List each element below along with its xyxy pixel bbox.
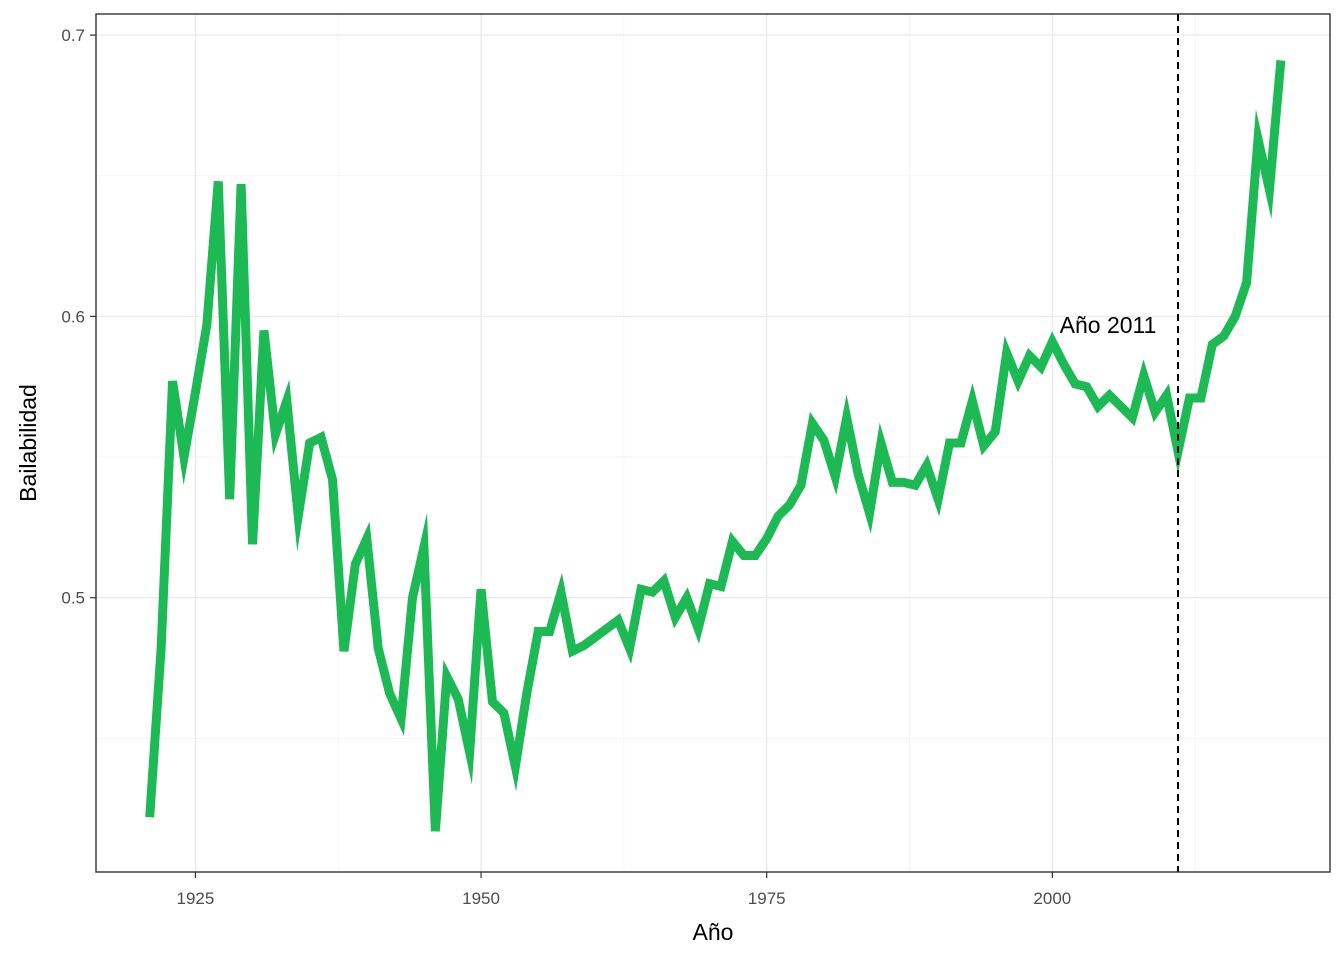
x-tick-label: 2000 — [1033, 889, 1071, 908]
y-axis-title: Bailabilidad — [15, 384, 41, 502]
major-gridlines — [96, 14, 1330, 872]
y-axis: 0.5 0.6 0.7 — [61, 26, 96, 608]
x-axis-title: Año — [693, 919, 734, 945]
minor-gridlines — [96, 14, 1330, 872]
annotation-layer: Año 2011 — [1060, 14, 1180, 872]
annotation-label: Año 2011 — [1060, 312, 1157, 338]
y-tick-label: 0.7 — [61, 26, 85, 45]
x-axis: 1925 1950 1975 2000 — [176, 872, 1071, 908]
plot-panel-border — [95, 13, 1331, 873]
x-tick-label: 1975 — [748, 889, 786, 908]
y-tick-label: 0.5 — [61, 589, 85, 608]
x-tick-label: 1925 — [176, 889, 214, 908]
y-tick-label: 0.6 — [61, 307, 85, 326]
series-layer — [145, 60, 1286, 832]
series-line-0 — [145, 60, 1286, 832]
x-tick-label: 1950 — [462, 889, 500, 908]
